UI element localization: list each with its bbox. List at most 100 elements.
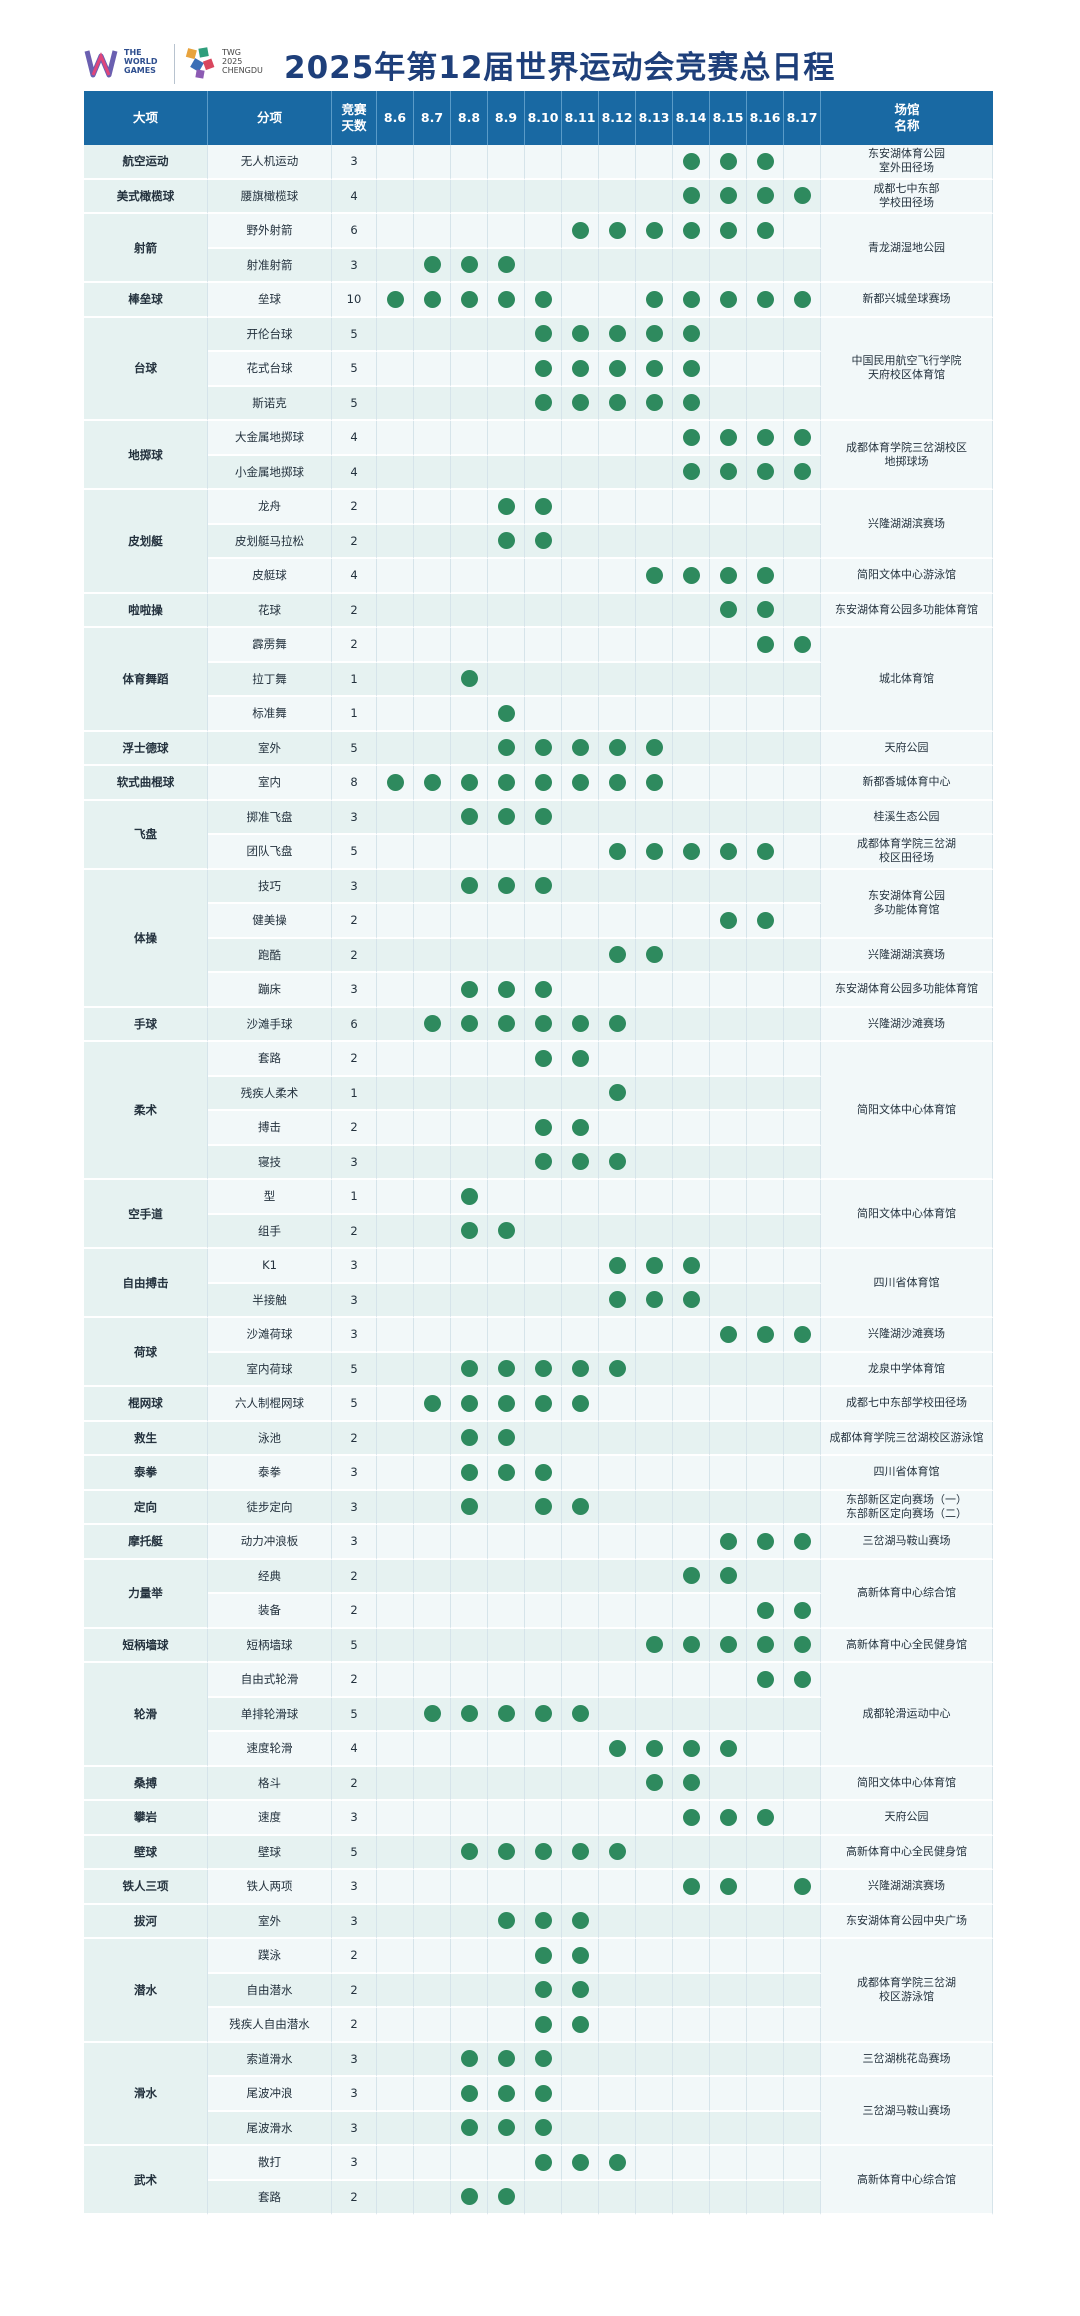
date-cell	[636, 1663, 673, 1698]
date-cell	[414, 283, 451, 318]
competition-day-dot	[719, 842, 737, 860]
date-cell	[414, 1111, 451, 1146]
date-cell	[599, 766, 636, 801]
date-cell	[377, 386, 414, 421]
category-cell: 荷球	[84, 1318, 208, 1387]
date-cell	[636, 662, 673, 697]
date-cell	[710, 1387, 747, 1422]
date-cell	[784, 2146, 821, 2181]
table-row: 铁人三项 铁人两项 3 兴隆湖湖滨赛场	[84, 1870, 993, 1905]
days-cell: 3	[332, 869, 377, 904]
competition-day-dot	[534, 2153, 552, 2171]
date-cell	[562, 766, 599, 801]
date-cell	[414, 524, 451, 559]
venue-name: 兴隆湖沙滩赛场	[868, 1016, 945, 1030]
date-cell	[377, 1973, 414, 2008]
sub-event-cell: 花式台球	[208, 352, 332, 387]
date-cell	[673, 1525, 710, 1560]
date-cell	[673, 1628, 710, 1663]
venue-cell: 三岔湖桃花岛赛场	[821, 2042, 993, 2077]
schedule-table: 大项 分项 竞赛 天数 8.6 8.7 8.8 8.9 8.10 8.11 8.12 8.13…	[84, 91, 993, 2215]
sub-event-cell: 壁球	[208, 1835, 332, 1870]
date-cell	[377, 766, 414, 801]
date-cell	[747, 697, 784, 732]
competition-day-dot	[682, 221, 700, 239]
date-cell	[451, 662, 488, 697]
competition-day-dot	[571, 2015, 589, 2033]
date-cell	[636, 766, 673, 801]
days-cell: 5	[332, 1628, 377, 1663]
date-cell	[488, 973, 525, 1008]
venue-name: 天府公园	[884, 1810, 929, 1824]
date-cell	[562, 1387, 599, 1422]
table-row: 半接触 3	[84, 1283, 993, 1318]
date-cell	[747, 1007, 784, 1042]
date-cell	[673, 1490, 710, 1525]
date-cell	[599, 317, 636, 352]
date-cell	[377, 1318, 414, 1353]
date-cell	[488, 1076, 525, 1111]
date-cell	[562, 1870, 599, 1905]
competition-day-dot	[608, 739, 626, 757]
date-cell	[377, 1525, 414, 1560]
sub-event-cell: 开伦台球	[208, 317, 332, 352]
date-cell	[414, 1835, 451, 1870]
table-row: 尾波滑水 3	[84, 2111, 993, 2146]
competition-day-dot	[645, 221, 663, 239]
date-cell	[488, 1214, 525, 1249]
table-row: 攀岩 速度 3 天府公园	[84, 1801, 993, 1836]
competition-day-dot	[682, 842, 700, 860]
sub-event-cell: 野外射箭	[208, 214, 332, 249]
sub-event-cell: 沙滩荷球	[208, 1318, 332, 1353]
header-days-label: 竞赛 天数	[341, 102, 367, 133]
competition-day-dot	[645, 325, 663, 343]
date-cell	[525, 869, 562, 904]
date-cell	[747, 1318, 784, 1353]
date-cell	[784, 421, 821, 456]
date-cell	[451, 386, 488, 421]
date-cell	[451, 1180, 488, 1215]
venue-cell: 天府公园	[821, 1801, 993, 1836]
sub-event-cell: 散打	[208, 2146, 332, 2181]
date-cell	[710, 1939, 747, 1974]
date-cell	[710, 2077, 747, 2112]
sub-event-cell: 组手	[208, 1214, 332, 1249]
date-cell	[599, 662, 636, 697]
date-cell	[488, 593, 525, 628]
date-cell	[488, 1352, 525, 1387]
date-cell	[451, 1490, 488, 1525]
header-date: 8.14	[673, 91, 710, 145]
date-cell	[599, 1111, 636, 1146]
date-cell	[414, 559, 451, 594]
date-cell	[747, 386, 784, 421]
date-cell	[784, 490, 821, 525]
table-row: 搏击 2	[84, 1111, 993, 1146]
category-cell: 体操	[84, 869, 208, 1008]
sub-event-cell: 斯诺克	[208, 386, 332, 421]
date-cell	[747, 593, 784, 628]
competition-day-dot	[497, 1705, 515, 1723]
venue-cell: 三岔湖马鞍山赛场	[821, 1525, 993, 1560]
date-cell	[636, 1801, 673, 1836]
competition-day-dot	[682, 1808, 700, 1826]
date-cell	[562, 2042, 599, 2077]
date-cell	[710, 1180, 747, 1215]
date-cell	[784, 386, 821, 421]
date-cell	[636, 2180, 673, 2215]
table-row: 摩托艇 动力冲浪板 3 三岔湖马鞍山赛场	[84, 1525, 993, 1560]
date-cell	[377, 1145, 414, 1180]
table-row: 皮艇球 4 简阳文体中心游泳馆	[84, 559, 993, 594]
date-cell	[525, 2146, 562, 2181]
table-row: 壁球 壁球 5 高新体育中心全民健身馆	[84, 1835, 993, 1870]
date-cell	[599, 2146, 636, 2181]
date-cell	[525, 179, 562, 214]
date-cell	[525, 731, 562, 766]
venue-cell: 成都七中东部学校田径场	[821, 1387, 993, 1422]
days-cell: 5	[332, 1387, 377, 1422]
date-cell	[525, 1421, 562, 1456]
sub-event-cell: 泰拳	[208, 1456, 332, 1491]
sub-event-cell: 跑酷	[208, 938, 332, 973]
date-cell	[377, 1801, 414, 1836]
date-cell	[673, 145, 710, 180]
date-cell	[673, 317, 710, 352]
